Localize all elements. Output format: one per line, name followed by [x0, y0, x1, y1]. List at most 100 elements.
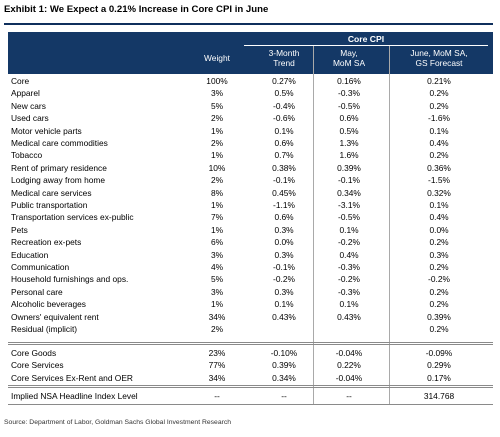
june-forecast-cell: 0.29% [427, 360, 451, 371]
may-cell: -0.5% [338, 100, 360, 111]
row-label: Used cars [11, 113, 49, 124]
weight-cell: 3% [210, 286, 224, 297]
row-label: Apparel [11, 88, 40, 99]
row-label: Core Services Ex-Rent and OER [11, 372, 133, 383]
june-forecast-cell: 0.3% [429, 249, 449, 260]
header-3month-line1: 3-Month [268, 48, 300, 58]
header-june-forecast: June, MoM SA, GS Forecast [396, 48, 482, 68]
exhibit-title: Exhibit 1: We Expect a 0.21% Increase in… [4, 4, 269, 15]
title-rule [4, 23, 493, 25]
weight-cell: -- [214, 391, 220, 401]
header-weight: Weight [204, 53, 230, 63]
trend-cell: 0.3% [274, 286, 294, 297]
may-cell: 0.5% [339, 125, 359, 136]
row-label: Public transportation [11, 200, 88, 210]
may-cell: 0.39% [337, 162, 361, 173]
row-label: Residual (implicit) [11, 324, 78, 334]
section-divider [8, 385, 493, 386]
trend-cell: -- [281, 391, 287, 401]
trend-cell: -1.1% [273, 200, 295, 210]
weight-cell: 4% [210, 262, 224, 272]
trend-cell: 0.39% [272, 360, 296, 371]
june-forecast-cell: 0.2% [429, 324, 449, 334]
row-label: Medical care services [11, 187, 92, 198]
may-cell: -- [346, 391, 352, 401]
trend-cell: -0.10% [270, 348, 298, 358]
weight-cell: 1% [210, 125, 224, 136]
trend-cell: 0.38% [272, 162, 296, 173]
row-label: Motor vehicle parts [11, 125, 82, 136]
weight-cell: 1% [210, 224, 224, 235]
section-divider [8, 387, 493, 388]
header-may-line1: May, [340, 48, 358, 58]
trend-cell: 0.5% [274, 88, 294, 99]
may-cell: -0.2% [338, 237, 360, 248]
may-cell: -0.3% [338, 262, 360, 272]
june-forecast-cell: -1.5% [428, 175, 450, 186]
june-forecast-cell: 0.2% [429, 88, 449, 99]
row-label: Implied NSA Headline Index Level [11, 391, 138, 401]
row-label: Personal care [11, 286, 63, 297]
column-divider [389, 46, 390, 404]
table-header [8, 32, 493, 74]
june-forecast-cell: 0.36% [427, 162, 451, 173]
weight-cell: 1% [210, 200, 224, 210]
june-forecast-cell: -0.2% [428, 274, 450, 285]
row-label: Rent of primary residence [11, 162, 107, 173]
weight-cell: 2% [210, 175, 224, 186]
row-label: Pets [11, 224, 28, 235]
trend-cell: 0.3% [274, 249, 294, 260]
trend-cell: 0.1% [274, 125, 294, 136]
weight-cell: 8% [210, 187, 224, 198]
june-forecast-cell: 0.0% [429, 224, 449, 235]
may-cell: 0.34% [337, 187, 361, 198]
may-cell: 0.16% [337, 76, 361, 86]
june-forecast-cell: -0.09% [425, 348, 453, 358]
weight-cell: 1% [210, 150, 224, 161]
may-cell: 0.22% [337, 360, 361, 371]
may-cell: -0.3% [338, 286, 360, 297]
table-bottom-rule [8, 404, 493, 405]
trend-cell: 0.6% [274, 138, 294, 148]
header-june-line2: GS Forecast [415, 58, 463, 68]
may-cell: 0.4% [339, 249, 359, 260]
weight-cell: 3% [210, 249, 224, 260]
trend-cell: 0.1% [274, 299, 294, 310]
june-forecast-cell: 0.32% [427, 187, 451, 198]
row-label: Alcoholic beverages [11, 299, 86, 310]
trend-cell: -0.1% [273, 175, 295, 186]
header-3month-line2: Trend [273, 58, 295, 68]
row-label: Education [11, 249, 49, 260]
row-label: Owners' equivalent rent [11, 311, 99, 322]
june-forecast-cell: 0.2% [429, 286, 449, 297]
june-forecast-cell: 0.1% [429, 200, 449, 210]
weight-cell: 1% [210, 299, 224, 310]
may-cell: -0.04% [335, 372, 363, 383]
june-forecast-cell: 0.2% [429, 100, 449, 111]
june-forecast-cell: 0.2% [429, 262, 449, 272]
june-forecast-cell: 0.4% [429, 212, 449, 223]
june-forecast-cell: 0.21% [427, 76, 451, 86]
june-forecast-cell: -1.6% [428, 113, 450, 124]
trend-cell: 0.27% [272, 76, 296, 86]
trend-cell: 0.34% [272, 372, 296, 383]
weight-cell: 77% [208, 360, 226, 371]
weight-cell: 5% [210, 100, 224, 111]
may-cell: 0.6% [339, 113, 359, 124]
june-forecast-cell: 0.2% [429, 299, 449, 310]
row-label: Communication [11, 262, 70, 272]
weight-cell: 2% [210, 113, 224, 124]
may-cell: -0.1% [338, 175, 360, 186]
row-label: New cars [11, 100, 46, 111]
weight-cell: 100% [206, 76, 228, 86]
may-cell: -0.5% [338, 212, 360, 223]
section-divider [8, 344, 493, 345]
header-divider [244, 45, 488, 46]
may-cell: 1.3% [339, 138, 359, 148]
trend-cell: 0.43% [272, 311, 296, 322]
may-cell: 1.6% [339, 150, 359, 161]
june-forecast-cell: 0.1% [429, 125, 449, 136]
row-label: Recreation ex-pets [11, 237, 82, 248]
june-forecast-cell: 0.2% [429, 237, 449, 248]
weight-cell: 3% [210, 88, 224, 99]
